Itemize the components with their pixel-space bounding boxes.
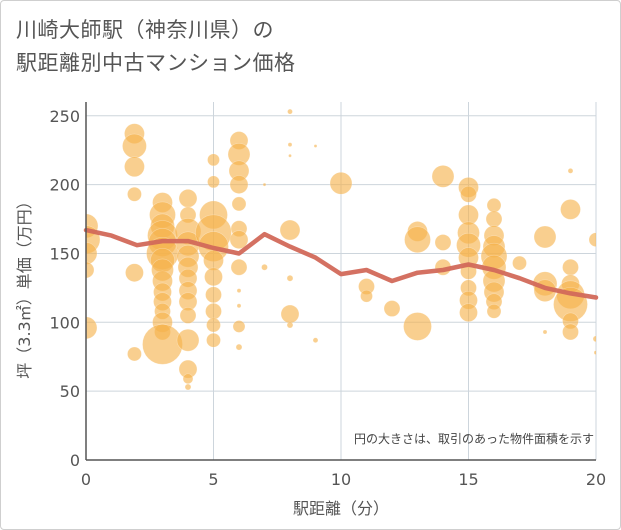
bubble-point-9 [125,263,144,283]
axes [85,102,596,461]
bubble-series [86,108,596,391]
bubble-point-85 [460,185,477,203]
bubble-point-10 [127,346,142,362]
bubble-point-50 [206,332,221,348]
bubble-point-110 [560,199,581,220]
bubble-point-111 [562,258,579,276]
bubble-point-93 [459,303,478,322]
x-tick-label-20: 20 [586,470,606,489]
x-tick-labels: 0 5 10 15 20 [81,470,606,489]
bubble-point-81 [431,165,455,188]
average-line [83,227,599,300]
bubble-point-109 [567,168,574,174]
bubble-point-59 [236,288,242,293]
chart-title: 川崎大師駅（神奈川県）の 駅距離別中古マンション価格 [16,14,436,80]
bubble-point-57 [229,230,249,249]
bubble-point-8 [127,186,142,202]
bubble-point-80 [403,312,432,341]
y-tick-label-250: 250 [49,107,80,126]
y-tick-label-100: 100 [49,313,80,332]
bubble-point-4 [86,316,98,340]
bubble-point-55 [231,196,247,212]
bubble-point-71 [286,321,294,329]
bubble-point-63 [262,182,267,187]
bubble-point-108 [542,329,548,335]
bubble-point-118 [592,335,596,343]
bubble-point-7 [124,156,145,178]
bubble-point-26 [178,189,198,208]
bubble-point-3 [86,261,95,279]
bubble-point-54 [229,175,249,194]
bubble-point-61 [232,320,246,333]
y-tick-label-0: 0 [70,451,80,470]
title-line-1: 川崎大師駅（神奈川県）の [16,18,274,42]
title-line-2: 駅距離別中古マンション価格 [16,51,296,75]
bubble-point-116 [562,323,579,341]
bubble-point-68 [279,219,301,241]
bubble-point-66 [287,142,293,147]
bubble-point-65 [287,108,293,115]
x-tick-label-5: 5 [208,470,218,489]
bubble-point-40 [207,153,220,167]
x-tick-label-15: 15 [458,470,478,489]
bubble-point-38 [182,373,194,385]
bubble-point-74 [329,171,353,195]
bubble-size-note: 円の大きさは、取引のあった物件面積を示す [354,431,594,446]
bubble-point-41 [207,175,220,189]
bubble-point-64 [261,263,268,271]
y-tick-label-50: 50 [60,382,80,401]
bubble-point-60 [236,303,242,309]
bubble-point-49 [206,317,221,333]
bubble-point-36 [176,328,200,352]
bubble-point-6 [122,133,147,159]
bubble-point-47 [205,286,222,304]
average-line-series [83,227,599,300]
bubble-point-2 [86,242,98,265]
y-tick-label-150: 150 [49,244,80,263]
bubble-point-70 [280,304,300,324]
bubble-point-76 [360,289,373,303]
x-axis-title: 駅距離（分） [293,499,389,518]
y-tick-label-200: 200 [49,176,80,195]
bubble-point-117 [588,232,596,247]
bubble-point-58 [230,258,248,276]
bubble-point-67 [288,153,292,158]
bubble-point-77 [383,300,401,317]
bubble-point-48 [205,302,222,320]
bubble-point-73 [312,337,319,344]
y-axis-title: 坪（3.3㎡）単価（万円） [15,193,34,378]
bubble-point-105 [533,225,557,249]
bubble-point-25 [142,324,183,365]
y-tick-labels: 0 50 100 150 200 250 [49,107,80,470]
bubble-point-79 [404,226,431,253]
bubble-point-45 [203,250,224,271]
bubble-point-94 [486,197,502,213]
x-tick-label-10: 10 [331,470,351,489]
bubble-point-72 [313,144,318,148]
x-tick-label-0: 0 [81,470,91,489]
bubble-point-95 [485,210,503,228]
bubble-point-69 [286,274,294,282]
bubble-point-103 [486,303,502,319]
bubble-point-104 [512,255,527,271]
bubble-point-119 [593,350,596,355]
bubble-point-35 [179,307,197,324]
bubble-point-46 [204,267,223,287]
bubble-point-62 [235,343,243,351]
bubble-point-82 [434,234,452,251]
bubble-point-39 [184,383,192,391]
